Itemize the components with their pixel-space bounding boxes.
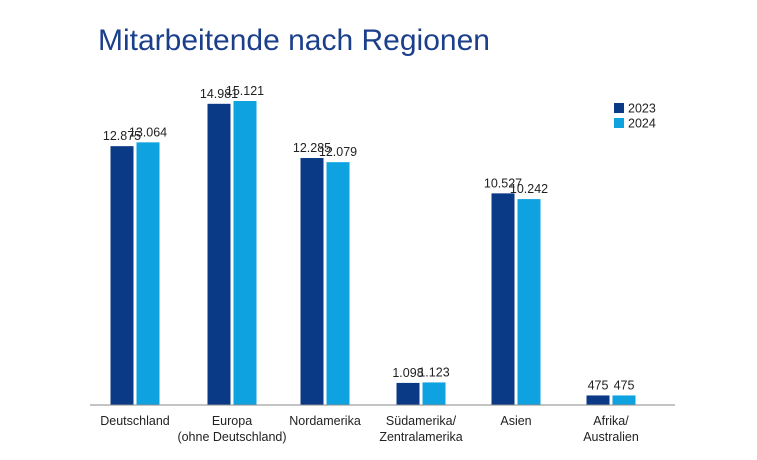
- category-label-line: Zentralamerika: [379, 430, 462, 444]
- bar-2023-0: [110, 146, 134, 406]
- category-label-line: Australien: [583, 430, 639, 444]
- legend-swatch-2024: [614, 118, 624, 128]
- category-label-1: Europa (ohne Deutschland): [177, 414, 286, 444]
- category-label-line: Nordamerika: [289, 414, 361, 428]
- bar-2023-5: [586, 395, 610, 405]
- legend-label-2024: 2024: [628, 117, 656, 131]
- category-labels-group: Deutschland Europa (ohne Deutschland)Norda…: [100, 414, 639, 444]
- category-label-line: (ohne Deutschland): [177, 430, 286, 444]
- category-label-4: Asien: [500, 414, 531, 428]
- category-label-5: Afrika/Australien: [583, 414, 639, 444]
- value-label-2024-0: 13.064: [129, 125, 167, 139]
- bar-2024-5: [612, 395, 636, 405]
- chart-title: Mitarbeitende nach Regionen: [98, 24, 490, 57]
- category-label-2: Nordamerika: [289, 414, 361, 428]
- legend-label-2023: 2023: [628, 102, 656, 116]
- value-label-2023-5: 475: [588, 378, 609, 392]
- category-label-line: Europa: [212, 414, 252, 428]
- legend-swatch-2023: [614, 103, 624, 113]
- value-label-2024-5: 475: [614, 378, 635, 392]
- value-label-2023-0: 12.875: [103, 129, 141, 143]
- value-label-2024-1: 15.121: [226, 84, 264, 98]
- bar-2024-0: [136, 142, 160, 406]
- value-label-2023-4: 10.527: [484, 176, 522, 190]
- category-label-line: Südamerika/: [386, 414, 457, 428]
- value-label-2023-1: 14.981: [200, 87, 238, 101]
- bar-2023-3: [396, 382, 420, 405]
- category-label-line: Asien: [500, 414, 531, 428]
- bars-group: [110, 101, 636, 406]
- value-label-2024-4: 10.242: [510, 182, 548, 196]
- value-label-2024-3: 1.123: [418, 365, 449, 379]
- value-label-2023-2: 12.285: [293, 141, 331, 155]
- bar-2024-4: [517, 199, 541, 405]
- bar-2023-4: [491, 193, 515, 405]
- bar-2024-1: [233, 101, 257, 405]
- category-label-line: Afrika/: [593, 414, 629, 428]
- bar-2024-3: [422, 382, 446, 405]
- category-label-0: Deutschland: [100, 414, 170, 428]
- bar-2023-2: [300, 158, 324, 405]
- value-label-2023-3: 1.098: [392, 366, 423, 380]
- category-label-line: Deutschland: [100, 414, 170, 428]
- category-label-3: Südamerika/Zentralamerika: [379, 414, 462, 444]
- bar-2024-2: [326, 162, 350, 405]
- bar-2023-1: [207, 103, 231, 405]
- value-label-2024-2: 12.079: [319, 145, 357, 159]
